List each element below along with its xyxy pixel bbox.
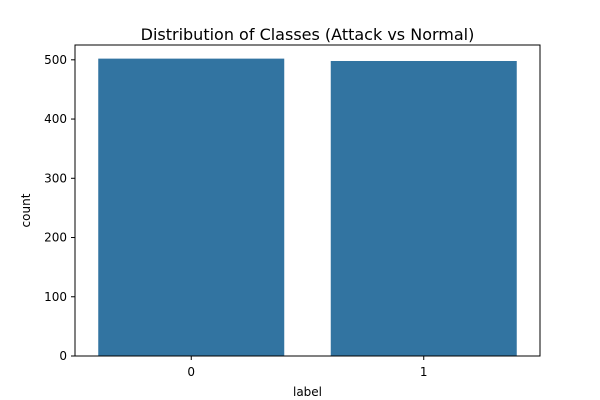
y-axis: 0 100 200 300 400 500: [44, 53, 75, 363]
y-tick-label-200: 200: [44, 231, 67, 245]
bar-1: [330, 60, 517, 356]
plot-frame: [74, 44, 541, 357]
y-tick-label-0: 0: [59, 349, 67, 363]
x-tick-label-1: 1: [420, 365, 428, 379]
bar-0: [98, 58, 285, 357]
y-tick-label-500: 500: [44, 53, 67, 67]
y-tick-label-100: 100: [44, 290, 67, 304]
y-tick-label-300: 300: [44, 171, 67, 185]
x-axis-label: label: [293, 385, 322, 399]
chart-title: Distribution of Classes (Attack vs Norma…: [141, 25, 475, 44]
plot-area: [98, 58, 517, 357]
y-axis-label: count: [19, 193, 33, 227]
y-tick-label-400: 400: [44, 112, 67, 126]
x-tick-label-0: 0: [187, 365, 195, 379]
